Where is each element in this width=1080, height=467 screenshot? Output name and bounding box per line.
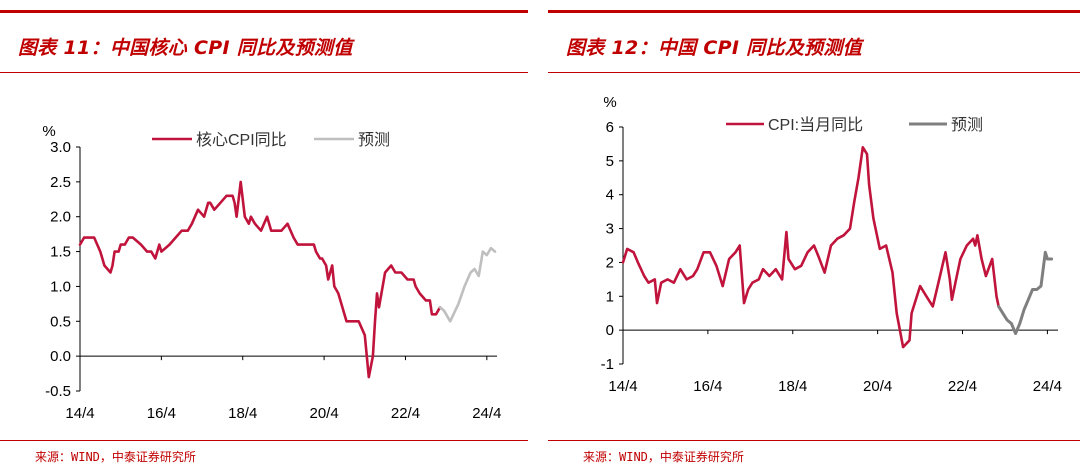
- x-tick-label: 16/4: [147, 405, 176, 422]
- y-tick-label: 2.0: [50, 209, 71, 226]
- right-figure-title: 图表 12：中国 CPI 同比及预测值: [566, 37, 862, 59]
- x-tick-label: 20/4: [863, 378, 892, 395]
- y-tick-label: 0.5: [50, 313, 71, 330]
- core-cpi-chart: 3.0 2.5 2.0 1.5 1.0 0.5 0.0 -0.5% 14/4 16/4 18/4 20…: [42, 123, 501, 422]
- x-tick-label: 14/4: [65, 405, 94, 422]
- y-tick-label: 6: [606, 119, 614, 136]
- x-tick-label: 20/4: [309, 405, 338, 422]
- right-title-divider: [548, 72, 1080, 73]
- x-tick-label: 22/4: [948, 378, 977, 395]
- y-tick-label: 2: [606, 254, 614, 271]
- right-top-rule: [548, 10, 1080, 13]
- y-tick-label: 3: [606, 221, 614, 238]
- y-tick-label: 1: [606, 288, 614, 305]
- y-tick-label: 1.5: [50, 244, 71, 261]
- x-tick-label: 16/4: [693, 378, 722, 395]
- right-bottom-rule: [548, 440, 1080, 441]
- legend-forecast-label: 预测: [951, 116, 983, 134]
- x-tick-label: 24/4: [1033, 378, 1062, 395]
- actual-series-line: [621, 146, 1000, 349]
- forecast-series-line: [997, 250, 1054, 335]
- y-tick-label: 1.0: [50, 278, 71, 295]
- x-tick-label: 18/4: [778, 378, 807, 395]
- right-figure-panel: 图表 12：中国 CPI 同比及预测值 6 5 4 3 2 1 0 -1% 14/4 16/4 18…: [548, 0, 1080, 467]
- left-title-divider: [0, 72, 528, 73]
- left-bottom-rule: [0, 440, 528, 441]
- legend-forecast-label: 预测: [358, 131, 390, 149]
- y-axis-unit-label: %: [42, 123, 55, 140]
- legend-actual-label: 核心CPI同比: [196, 131, 287, 149]
- y-tick-label: 0: [606, 322, 614, 339]
- right-source-note: 来源：WIND，中泰证券研究所: [583, 450, 744, 464]
- y-tick-label: 0.0: [50, 348, 71, 365]
- y-tick-label: 5: [606, 153, 614, 170]
- y-tick-label: -0.5: [45, 383, 71, 400]
- y-tick-label: -1: [601, 356, 614, 373]
- legend-actual-label: CPI:当月同比: [768, 116, 863, 134]
- y-tick-label: 4: [606, 187, 614, 204]
- x-tick-label: 18/4: [228, 405, 257, 422]
- y-tick-label: 2.5: [50, 174, 71, 191]
- left-figure-panel: 图表 11：中国核心 CPI 同比及预测值 3.0 2.5 2.0 1.5 1.0 0.5…: [0, 0, 528, 467]
- x-tick-label: 14/4: [608, 378, 637, 395]
- left-source-note: 来源：WIND，中泰证券研究所: [35, 450, 196, 464]
- left-figure-title: 图表 11：中国核心 CPI 同比及预测值: [18, 37, 353, 59]
- actual-series-line: [78, 180, 442, 379]
- left-top-rule: [0, 10, 528, 13]
- y-tick-label: 3.0: [50, 139, 71, 156]
- y-axis-unit-label: %: [603, 94, 616, 111]
- x-tick-label: 22/4: [391, 405, 420, 422]
- cpi-chart: 6 5 4 3 2 1 0 -1% 14/4 16/4 18/4 20/4 22/4 24/4 CPI:当月…: [601, 94, 1062, 395]
- x-tick-label: 24/4: [472, 405, 501, 422]
- forecast-series-line: [438, 246, 497, 323]
